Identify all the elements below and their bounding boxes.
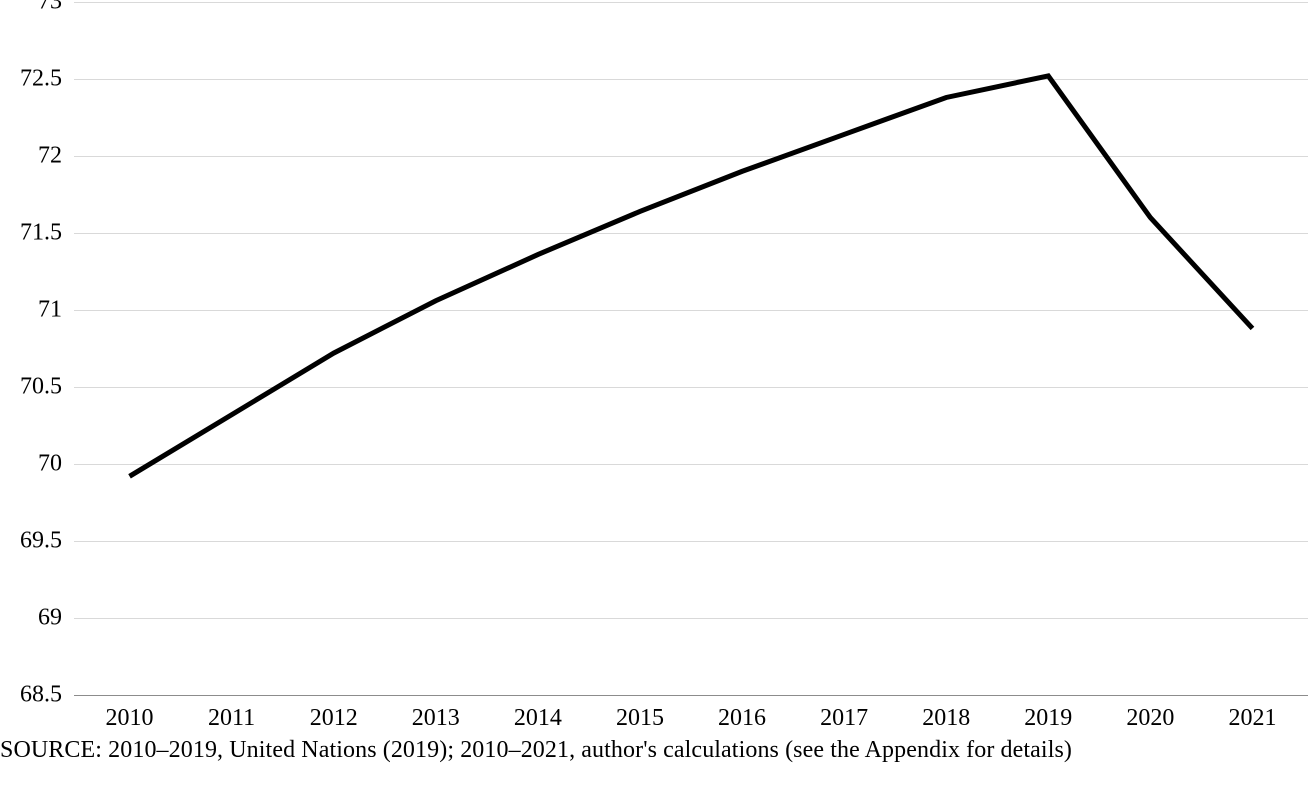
source-note: SOURCE: 2010–2019, United Nations (2019)…	[0, 735, 1311, 765]
plot-area: 68.56969.57070.57171.57272.5732010201120…	[74, 2, 1308, 695]
line-chart: 68.5 69 69.5 70 70.5 71 71.5 72 72.5 73 2010 2011 20…	[0, 0, 1311, 790]
y-tick-label: 68.5	[20, 682, 62, 709]
x-tick-label: 2019	[1024, 705, 1072, 732]
x-tick-label: 2015	[616, 705, 664, 732]
x-tick-label: 2014	[514, 705, 562, 732]
y-tick-label: 69	[38, 605, 62, 632]
x-tick-label: 2021	[1228, 705, 1276, 732]
x-tick-label: 2012	[310, 705, 358, 732]
y-tick-label: 70.5	[20, 374, 62, 401]
x-tick-label: 2013	[412, 705, 460, 732]
x-tick-label: 2011	[208, 705, 255, 732]
y-tick-label: 71.5	[20, 220, 62, 247]
y-tick-label: 72.5	[20, 66, 62, 93]
x-tick-label: 2016	[718, 705, 766, 732]
x-tick-label: 2020	[1126, 705, 1174, 732]
y-tick-label: 69.5	[20, 528, 62, 555]
y-tick-label: 71	[38, 297, 62, 324]
x-tick-label: 2010	[106, 705, 154, 732]
x-axis	[74, 695, 1308, 696]
series-line	[74, 2, 1308, 695]
y-tick-label: 72	[38, 143, 62, 170]
y-tick-label: 73	[38, 0, 62, 16]
y-tick-label: 70	[38, 451, 62, 478]
x-tick-label: 2017	[820, 705, 868, 732]
x-tick-label: 2018	[922, 705, 970, 732]
